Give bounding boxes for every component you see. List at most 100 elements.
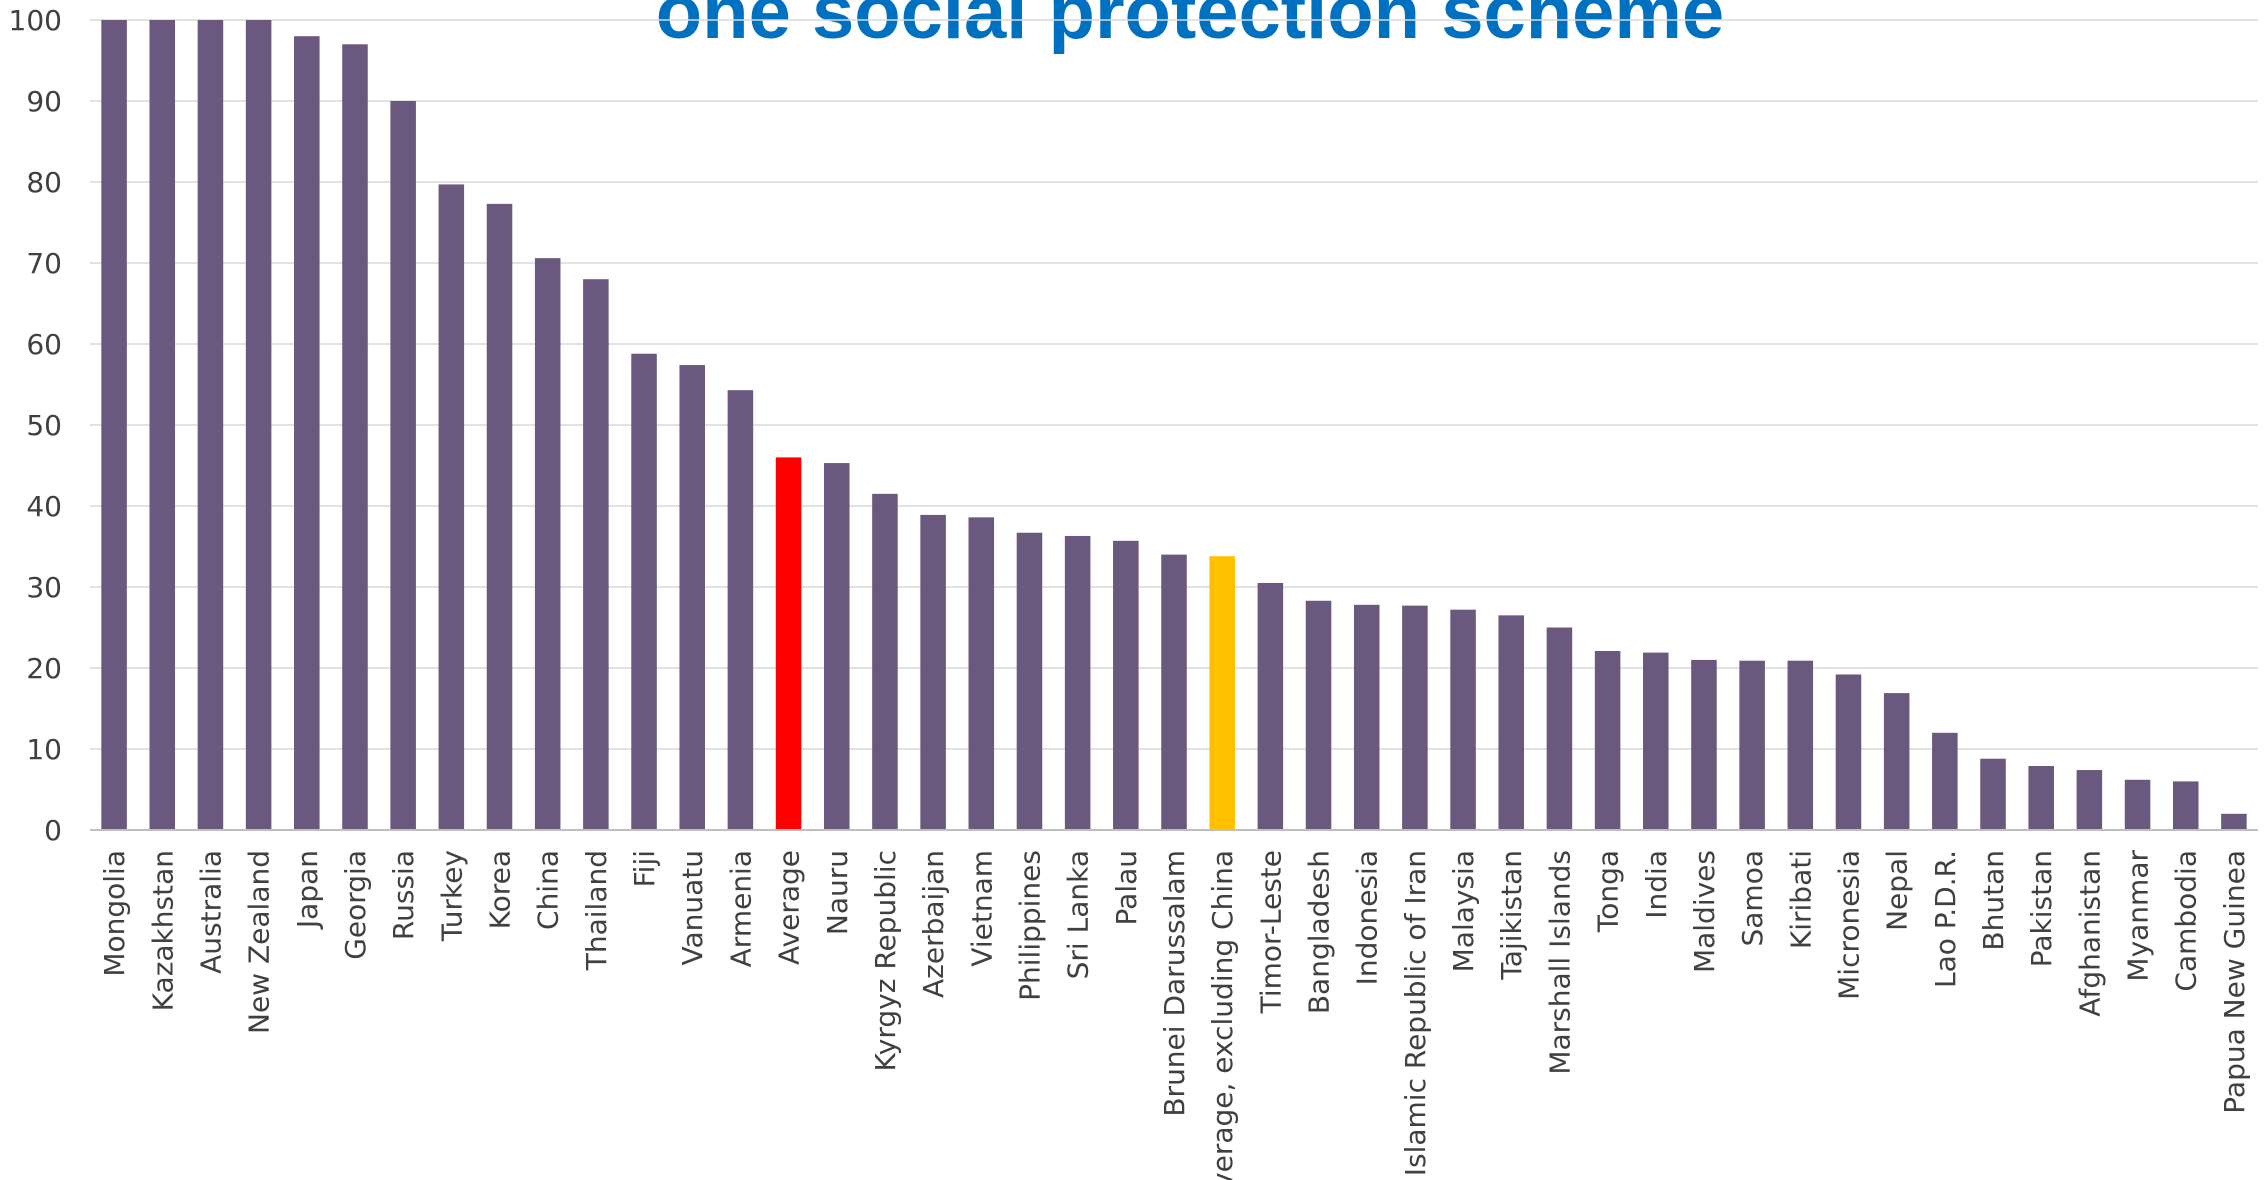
- x-category-label: Average, excluding China: [1206, 850, 1239, 1180]
- bar: [1257, 582, 1284, 830]
- x-category-label: Samoa: [1736, 850, 1769, 947]
- y-tick-label: 80: [26, 166, 62, 199]
- bar: [823, 463, 850, 830]
- x-category-label: Tonga: [1592, 850, 1625, 933]
- y-tick-label: 50: [26, 409, 62, 442]
- y-tick-label: 90: [26, 85, 62, 118]
- x-category-label: Papua New Guinea: [2218, 850, 2251, 1114]
- bar: [968, 517, 995, 830]
- x-category-label: Nauru: [821, 850, 854, 935]
- bar: [438, 184, 465, 830]
- bar: [1835, 674, 1862, 830]
- bar: [2076, 770, 2103, 830]
- x-category-label: Pakistan: [2025, 850, 2058, 967]
- x-category-label: Cambodia: [2170, 850, 2203, 992]
- x-category-label: Korea: [484, 850, 517, 929]
- bar: [1209, 556, 1235, 830]
- bar: [1113, 540, 1139, 830]
- bar: [775, 457, 802, 830]
- y-tick-label: 60: [26, 328, 62, 361]
- x-axis-category-labels: Mongolia Kazakhstan Australia New Zealand Ja…: [98, 850, 2251, 1180]
- x-category-label: Vanuatu: [676, 850, 709, 966]
- bar: [1787, 660, 1814, 830]
- x-category-label: Lao P.D.R.: [1929, 850, 1962, 988]
- x-category-label: Brunei Darussalam: [1158, 850, 1191, 1117]
- x-category-label: Malaysia: [1447, 850, 1480, 972]
- bar: [342, 44, 368, 831]
- bars: [101, 20, 2247, 831]
- bar: [1594, 650, 1621, 830]
- y-tick-label: 10: [26, 733, 62, 766]
- x-category-label: Philippines: [1013, 850, 1046, 1001]
- y-tick-label: 0: [44, 814, 62, 847]
- bar: [1016, 532, 1043, 830]
- bar: [727, 390, 754, 830]
- x-category-label: Islamic Republic of Iran: [1399, 850, 1432, 1176]
- x-category-label: Average: [773, 850, 806, 965]
- bar: [2124, 779, 2151, 830]
- x-category-label: Australia: [194, 850, 227, 974]
- x-category-label: Sri Lanka: [1062, 850, 1095, 979]
- x-category-label: New Zealand: [243, 850, 276, 1034]
- x-category-label: Tajikistan: [1495, 850, 1528, 981]
- x-category-label: Maldives: [1688, 850, 1721, 973]
- bar: [1450, 609, 1476, 830]
- bar: [149, 20, 176, 830]
- x-category-label: China: [532, 850, 565, 930]
- y-tick-label: 40: [26, 490, 62, 523]
- x-category-label: Vietnam: [965, 850, 998, 967]
- bar: [1643, 652, 1669, 830]
- bar: [1064, 535, 1091, 830]
- x-category-label: Mongolia: [98, 850, 131, 977]
- x-category-label: Japan: [291, 850, 324, 930]
- bar: [1739, 660, 1765, 830]
- y-tick-label: 30: [26, 571, 62, 604]
- chart-title: one social protection scheme: [656, 0, 1725, 55]
- bar: [245, 20, 272, 830]
- x-category-label: Fiji: [628, 850, 661, 887]
- bar: [631, 353, 657, 830]
- bar: [1353, 604, 1380, 830]
- bar: [1161, 554, 1187, 830]
- bar: [101, 20, 127, 830]
- y-tick-label: 70: [26, 247, 62, 280]
- x-category-label: Marshall Islands: [1543, 850, 1576, 1075]
- bar: [390, 101, 416, 830]
- x-category-label: Bangladesh: [1303, 850, 1336, 1014]
- bar: [1305, 600, 1332, 830]
- bar: [920, 514, 946, 830]
- x-category-label: Bhutan: [1977, 850, 2010, 951]
- bar: [1980, 758, 2006, 830]
- x-category-label: Micronesia: [1832, 850, 1865, 1000]
- bar: [534, 258, 561, 830]
- x-category-label: Russia: [387, 850, 420, 940]
- x-category-label: Afghanistan: [2073, 850, 2106, 1017]
- x-category-label: Timor-Leste: [1254, 850, 1287, 1014]
- bar: [486, 203, 513, 830]
- x-category-label: Turkey: [435, 850, 468, 942]
- bar: [197, 20, 224, 830]
- bar: [2172, 781, 2199, 830]
- x-category-label: Azerbaijan: [917, 850, 950, 998]
- bar: [2028, 766, 2054, 830]
- x-category-label: Palau: [1110, 850, 1143, 925]
- bar: [2221, 813, 2247, 830]
- bar: [1546, 627, 1573, 830]
- x-category-label: Armenia: [724, 850, 757, 967]
- bar: [583, 279, 609, 830]
- bar: [1402, 605, 1428, 830]
- bar: [1883, 693, 1910, 830]
- bar: [1932, 732, 1958, 830]
- x-category-label: Georgia: [339, 850, 372, 960]
- x-category-label: Myanmar: [2122, 850, 2155, 982]
- bar: [1498, 615, 1525, 830]
- x-category-label: Nepal: [1881, 850, 1914, 931]
- y-axis-tick-labels: 0 10 20 30 40 50 60 70 80 90 100: [9, 4, 62, 847]
- bar: [679, 365, 705, 830]
- bar: [1691, 659, 1717, 830]
- x-category-label: Kiribati: [1784, 850, 1817, 949]
- x-category-label: India: [1640, 850, 1673, 919]
- x-category-label: Thailand: [580, 850, 613, 971]
- bar: [872, 493, 898, 830]
